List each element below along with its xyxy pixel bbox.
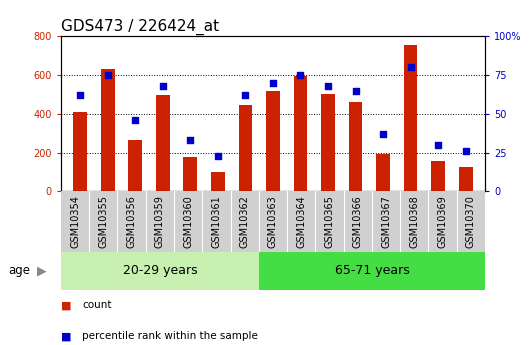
Text: GSM10370: GSM10370 [466, 195, 476, 248]
Text: ■: ■ [61, 300, 72, 310]
Text: ■: ■ [61, 332, 72, 341]
Bar [376, 154, 390, 191]
Point [186, 137, 195, 143]
Text: GSM10356: GSM10356 [127, 195, 137, 248]
Point [241, 92, 250, 98]
Bar [459, 167, 473, 191]
Bar [211, 172, 225, 191]
Text: ▶: ▶ [37, 264, 47, 277]
Text: GSM10367: GSM10367 [381, 195, 391, 248]
Point [269, 80, 277, 86]
Point [296, 72, 305, 78]
Bar [259, 252, 485, 290]
Text: GSM10360: GSM10360 [183, 195, 193, 248]
Point [131, 117, 139, 123]
Bar [238, 105, 252, 191]
Point [462, 148, 470, 154]
Text: GSM10364: GSM10364 [296, 195, 306, 248]
Text: GSM10368: GSM10368 [409, 195, 419, 248]
Point [434, 142, 443, 148]
Point [324, 83, 332, 89]
Text: GSM10355: GSM10355 [99, 195, 108, 248]
Text: 65-71 years: 65-71 years [334, 264, 410, 277]
Bar [431, 161, 445, 191]
Point [103, 72, 112, 78]
Point [76, 92, 84, 98]
Bar [183, 157, 197, 191]
Text: GSM10354: GSM10354 [70, 195, 80, 248]
Point [379, 131, 387, 137]
Bar [404, 45, 418, 191]
Text: percentile rank within the sample: percentile rank within the sample [82, 332, 258, 341]
Bar [73, 112, 87, 191]
Bar [294, 76, 307, 191]
Text: 20-29 years: 20-29 years [123, 264, 197, 277]
Text: GSM10359: GSM10359 [155, 195, 165, 248]
Bar [128, 140, 142, 191]
Bar [156, 96, 170, 191]
Point [214, 153, 222, 158]
Bar [349, 102, 363, 191]
Text: GSM10365: GSM10365 [324, 195, 334, 248]
Point [407, 65, 415, 70]
Bar [101, 69, 114, 191]
Text: GSM10369: GSM10369 [438, 195, 447, 248]
Text: GSM10366: GSM10366 [353, 195, 363, 248]
Bar [61, 252, 259, 290]
Bar [266, 90, 280, 191]
Point [158, 83, 167, 89]
Text: GSM10362: GSM10362 [240, 195, 250, 248]
Bar [321, 95, 335, 191]
Text: count: count [82, 300, 112, 310]
Text: GSM10361: GSM10361 [211, 195, 222, 248]
Point [351, 88, 360, 93]
Text: age: age [8, 264, 30, 277]
Text: GDS473 / 226424_at: GDS473 / 226424_at [61, 19, 219, 35]
Text: GSM10363: GSM10363 [268, 195, 278, 248]
